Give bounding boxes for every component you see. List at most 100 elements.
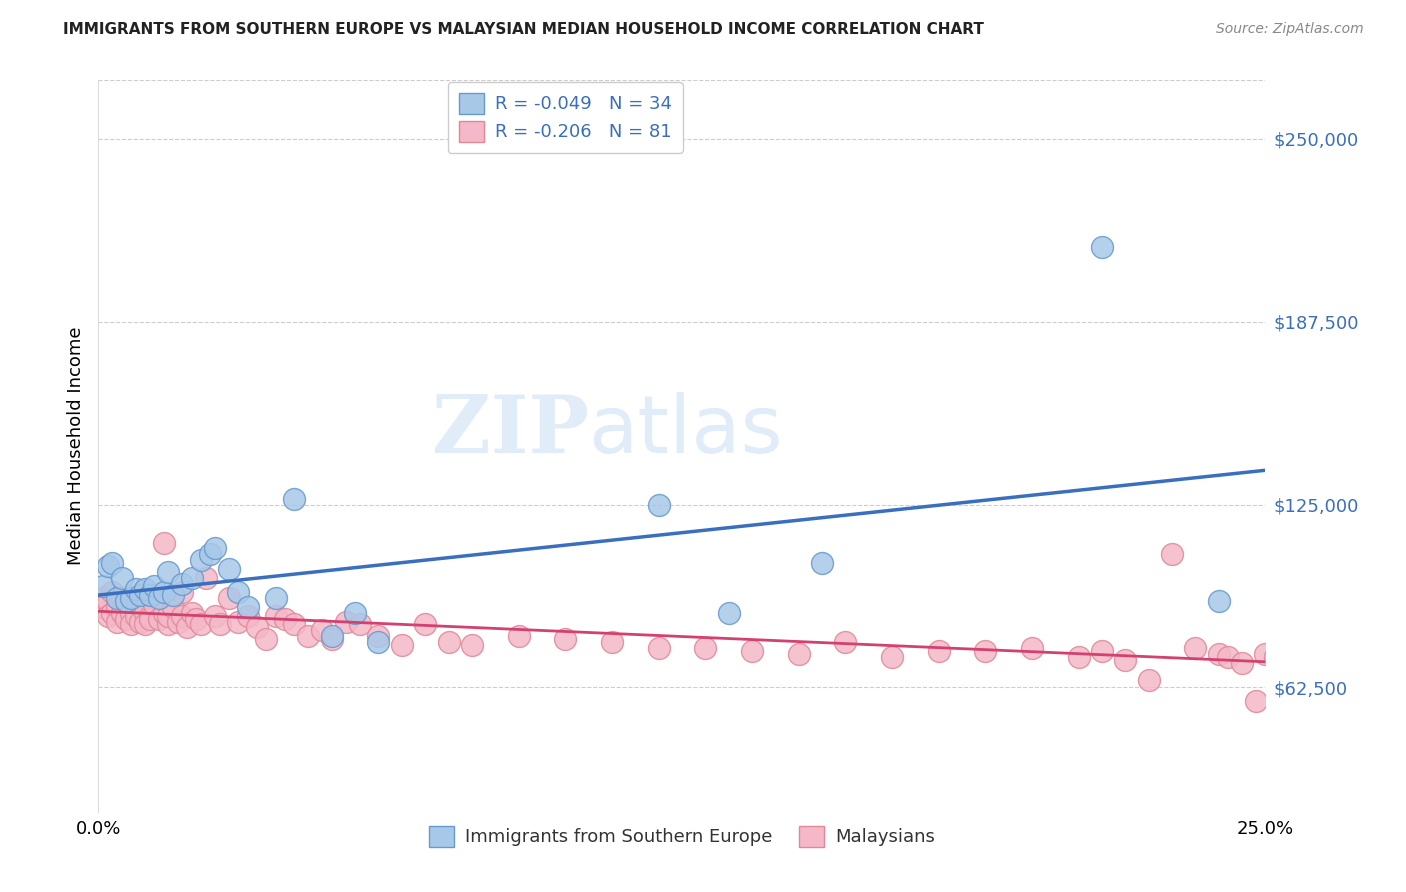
Point — [1091, 644, 1114, 658]
Point — [204, 608, 226, 623]
Point — [204, 541, 226, 556]
Point — [208, 617, 231, 632]
Point — [228, 615, 250, 629]
Point — [1091, 240, 1114, 254]
Point — [218, 591, 240, 606]
Point — [974, 644, 997, 658]
Point — [321, 629, 343, 643]
Point — [349, 617, 371, 632]
Point — [148, 612, 170, 626]
Point — [741, 644, 763, 658]
Text: atlas: atlas — [589, 392, 783, 470]
Y-axis label: Median Household Income: Median Household Income — [66, 326, 84, 566]
Point — [1216, 649, 1239, 664]
Point — [139, 608, 162, 623]
Point — [811, 556, 834, 570]
Point — [172, 576, 194, 591]
Point — [834, 635, 856, 649]
Point — [1114, 652, 1136, 666]
Point — [321, 632, 343, 646]
Point — [111, 591, 134, 606]
Point — [1161, 547, 1184, 561]
Text: ZIP: ZIP — [432, 392, 589, 470]
Point — [143, 597, 166, 611]
Point — [129, 588, 152, 602]
Point — [125, 608, 148, 623]
Point — [647, 640, 669, 655]
Point — [461, 638, 484, 652]
Point — [115, 594, 138, 608]
Point — [391, 638, 413, 652]
Point — [105, 599, 128, 614]
Point — [928, 644, 950, 658]
Point — [1021, 640, 1043, 655]
Point — [91, 599, 114, 614]
Point — [218, 562, 240, 576]
Point — [180, 606, 202, 620]
Point — [787, 647, 810, 661]
Point — [1230, 656, 1253, 670]
Point — [437, 635, 460, 649]
Point — [236, 608, 259, 623]
Point — [162, 588, 184, 602]
Point — [172, 585, 194, 599]
Point — [134, 606, 156, 620]
Point — [166, 615, 188, 629]
Point — [111, 606, 134, 620]
Point — [176, 620, 198, 634]
Point — [335, 615, 357, 629]
Point — [139, 612, 162, 626]
Point — [1244, 693, 1267, 707]
Point — [97, 608, 120, 623]
Point — [190, 553, 212, 567]
Point — [120, 617, 142, 632]
Legend: Immigrants from Southern Europe, Malaysians: Immigrants from Southern Europe, Malaysi… — [422, 819, 942, 854]
Point — [647, 498, 669, 512]
Point — [600, 635, 623, 649]
Point — [554, 632, 576, 646]
Point — [97, 558, 120, 573]
Point — [297, 629, 319, 643]
Point — [129, 615, 152, 629]
Point — [695, 640, 717, 655]
Point — [91, 591, 114, 606]
Point — [101, 585, 124, 599]
Point — [283, 617, 305, 632]
Point — [101, 606, 124, 620]
Point — [111, 571, 134, 585]
Point — [190, 617, 212, 632]
Point — [1254, 647, 1277, 661]
Point — [134, 617, 156, 632]
Point — [115, 612, 138, 626]
Point — [143, 579, 166, 593]
Point — [367, 635, 389, 649]
Point — [311, 624, 333, 638]
Point — [157, 617, 180, 632]
Point — [880, 649, 903, 664]
Point — [236, 599, 259, 614]
Point — [157, 608, 180, 623]
Point — [91, 579, 114, 593]
Point — [367, 629, 389, 643]
Point — [264, 591, 287, 606]
Point — [180, 571, 202, 585]
Point — [105, 591, 128, 606]
Point — [120, 591, 142, 606]
Point — [283, 491, 305, 506]
Point — [152, 535, 174, 549]
Point — [134, 582, 156, 597]
Point — [1208, 647, 1230, 661]
Point — [1067, 649, 1090, 664]
Text: IMMIGRANTS FROM SOUTHERN EUROPE VS MALAYSIAN MEDIAN HOUSEHOLD INCOME CORRELATION: IMMIGRANTS FROM SOUTHERN EUROPE VS MALAY… — [63, 22, 984, 37]
Point — [1208, 594, 1230, 608]
Point — [139, 588, 162, 602]
Point — [194, 571, 217, 585]
Point — [246, 620, 269, 634]
Point — [274, 612, 297, 626]
Point — [115, 594, 138, 608]
Point — [120, 606, 142, 620]
Point — [256, 632, 278, 646]
Point — [97, 594, 120, 608]
Point — [344, 606, 367, 620]
Point — [125, 603, 148, 617]
